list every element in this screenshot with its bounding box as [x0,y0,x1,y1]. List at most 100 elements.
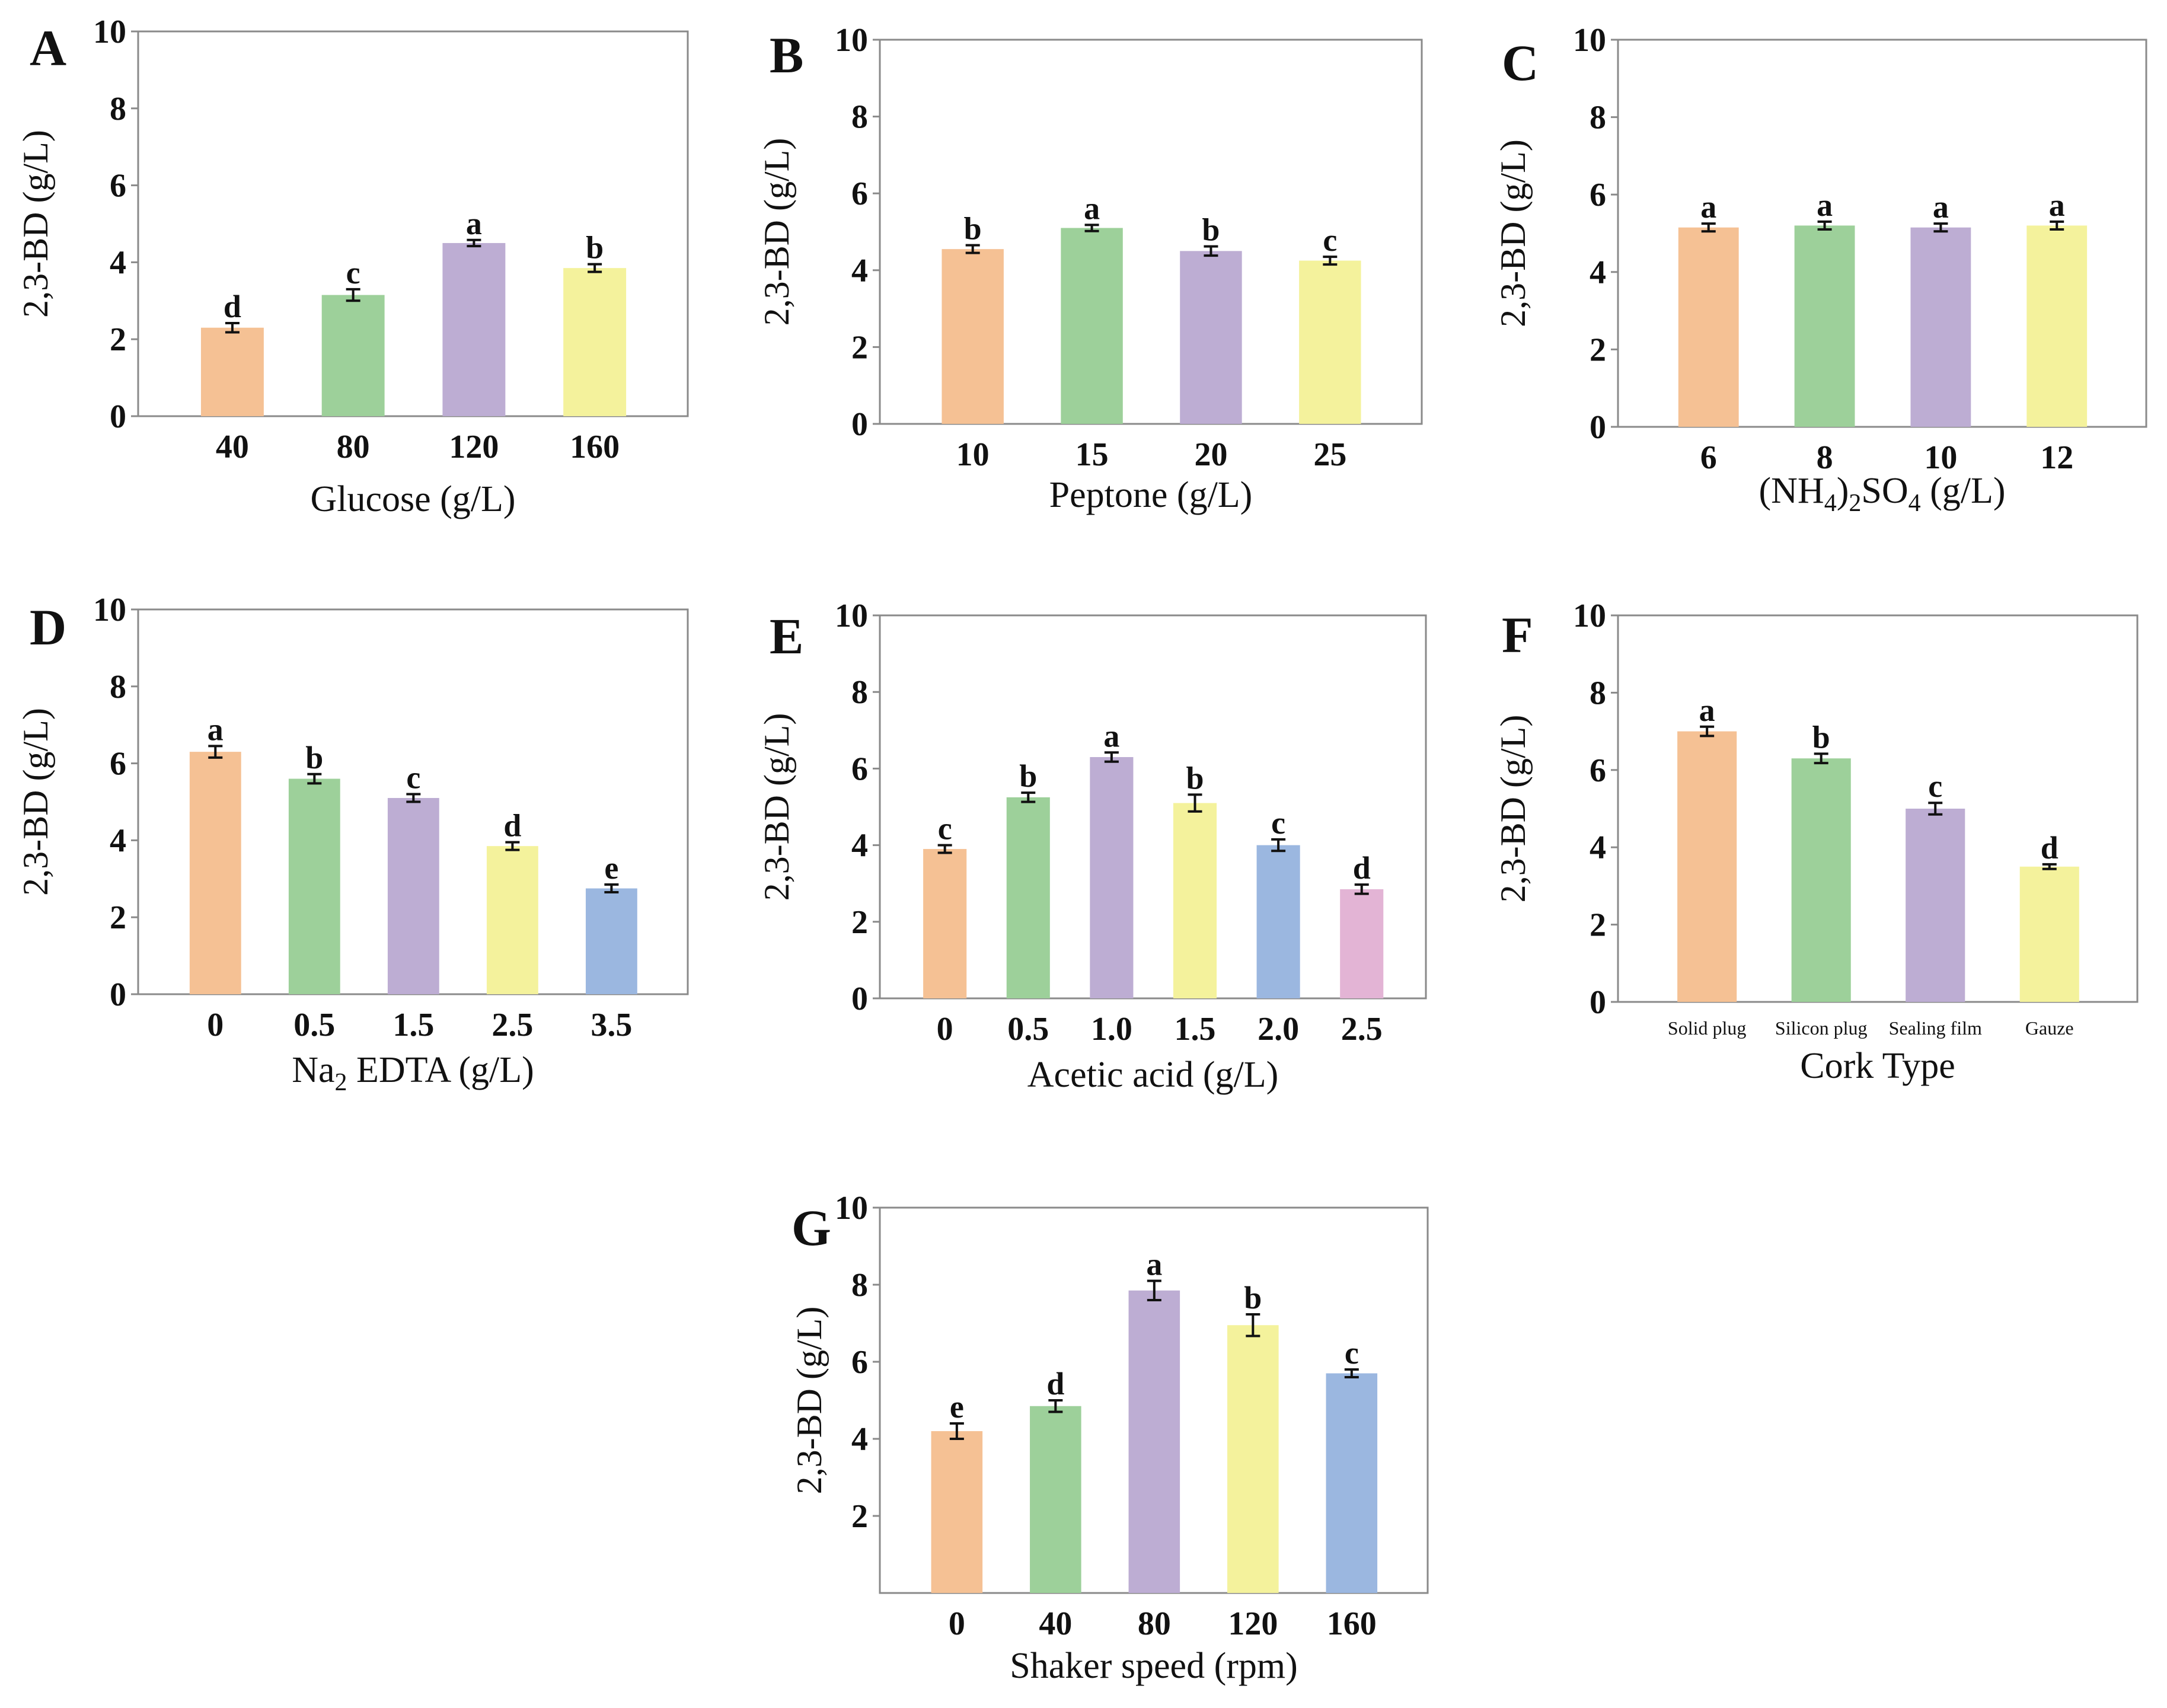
y-tick-label: 0 [851,406,868,443]
significance-letter: b [964,211,982,247]
error-bar [588,263,602,273]
bar [200,327,264,416]
significance-letter: d [1353,850,1371,886]
x-axis-label: Acetic acid (g/L) [1027,1055,1278,1095]
significance-letter: a [1933,189,1949,225]
error-bar [1188,793,1202,813]
significance-letter: a [1103,718,1119,754]
bar [2026,225,2088,427]
bar [1006,797,1050,998]
bar [189,752,241,994]
panel-d: D 0 2 4 6 8 10 2,3-BD (g/L) a 0 b 0.5 c 1.5 d 2.5 e 3.5 Na… [16,592,689,1096]
x-tick-label: 0 [949,1605,965,1642]
y-tick-label: 4 [110,244,126,281]
panel-letter: G [792,1199,831,1256]
significance-letter: e [604,850,618,886]
x-tick-label: 40 [1039,1605,1072,1642]
significance-letter: a [1700,189,1716,225]
y-tick-label: 2 [1590,907,1606,944]
x-tick-label: 2.5 [492,1007,533,1043]
bar [1090,757,1134,998]
y-tick-label: 0 [1590,409,1606,446]
x-tick-label: 80 [1138,1605,1171,1642]
y-axis-label: 2,3-BD (g/L) [1493,139,1533,327]
x-tick-label: Sealing film [1889,1017,1982,1039]
x-tick-label: 120 [449,429,499,465]
y-tick-label: 6 [110,168,126,205]
error-bar [208,745,223,759]
error-bar [1344,1368,1359,1378]
error-bar [604,883,619,894]
significance-letter: c [1271,805,1285,841]
y-tick-label: 10 [1573,22,1606,59]
significance-letter: c [406,760,420,796]
significance-letter: d [1046,1366,1064,1401]
error-bar [1204,245,1218,257]
x-axis-label: (NH4)2SO4 (g/L) [1759,471,2005,517]
x-tick-label: 40 [216,429,249,465]
bar [1061,228,1123,424]
y-tick-label: 4 [851,828,868,864]
error-bar [225,321,240,334]
y-tick-label: 8 [1590,675,1606,711]
plot-frame [137,30,689,417]
y-tick-label: 8 [110,669,126,705]
x-tick-label: 160 [570,429,620,465]
plot-frame [1617,614,2139,1003]
error-bar [1084,224,1099,232]
y-tick-label: 6 [851,175,868,212]
significance-letter: c [346,255,360,290]
y-tick-label: 8 [1590,100,1606,136]
bar [1340,889,1384,998]
x-tick-label: 1.0 [1091,1011,1132,1048]
bar [563,268,627,416]
y-tick-label: 4 [1590,829,1606,866]
x-tick-label: 120 [1228,1605,1278,1642]
panel-b: B 0 2 4 6 8 10 2,3-BD (g/L) b 10 a 15 b 20 c 25 Peptone … [757,22,1423,515]
error-bar [1817,220,1832,231]
significance-letter: c [1345,1335,1359,1371]
y-tick-label: 2 [110,899,126,936]
bar [1256,845,1300,998]
bar [486,846,538,994]
y-tick-label: 6 [1590,177,1606,213]
error-bar [307,772,322,785]
x-tick-label: 12 [2040,439,2073,476]
panel-letter: E [770,608,803,665]
panel-letter: B [770,27,803,84]
x-tick-label: Solid plug [1668,1017,1746,1039]
bar [1906,809,1965,1002]
error-bar [2050,220,2064,231]
bar [1910,227,1971,427]
x-tick-label: 8 [1817,439,1833,476]
bar [1326,1373,1378,1593]
error-bar [1928,802,1943,816]
panel-c: C 0 2 4 6 8 10 2,3-BD (g/L) a 6 a 8 a 10 a 12 (NH4)2SO4 … [1493,22,2147,517]
y-tick-label: 4 [1590,254,1606,291]
y-tick-label: 6 [851,1344,868,1381]
y-axis-label: 2,3-BD (g/L) [16,130,55,318]
significance-letter: a [1084,190,1100,226]
panel-g: G 2 4 6 8 10 2,3-BD (g/L) e 0 d 40 a 80 b 120 c 160 Shake… [790,1190,1429,1686]
significance-letter: a [2049,187,2065,223]
bar [1227,1325,1279,1593]
error-bar [406,793,421,803]
x-tick-label: 80 [337,429,370,465]
significance-letter: b [586,230,604,266]
bar [1794,225,1855,427]
significance-letter: b [1244,1280,1262,1316]
bar [1180,251,1242,424]
y-axis-label: 2,3-BD (g/L) [790,1307,829,1495]
bar [1030,1406,1081,1593]
error-bar [1048,1399,1063,1413]
panel-letter: D [30,599,66,656]
x-axis-label: Na2 EDTA (g/L) [292,1050,534,1096]
error-bar [1700,725,1715,738]
y-tick-label: 6 [110,746,126,783]
y-tick-label: 0 [1590,984,1606,1021]
bar [288,778,340,994]
x-tick-label: 15 [1075,436,1109,473]
bar [1173,803,1217,998]
x-tick-label: 0 [207,1007,224,1043]
